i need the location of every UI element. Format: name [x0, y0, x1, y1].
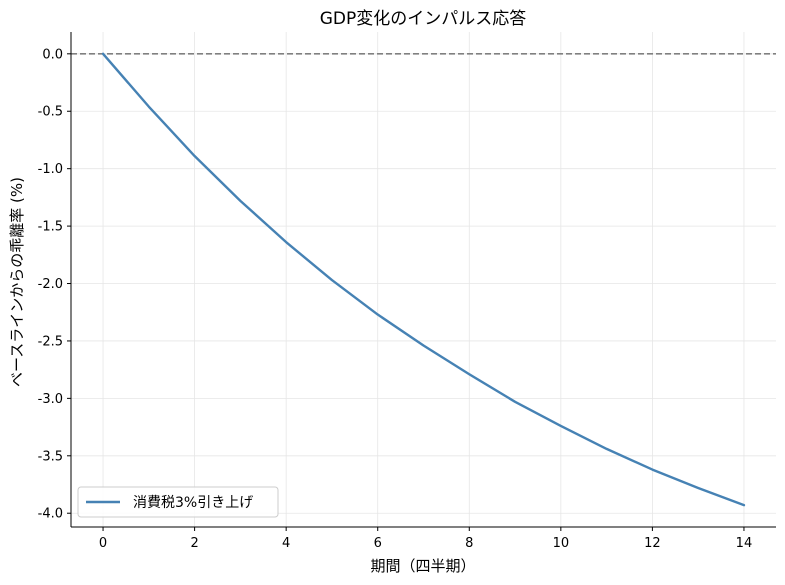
series-layer: [101, 52, 746, 507]
y-tick-label: -4.0: [38, 507, 63, 522]
grid: [71, 32, 776, 527]
x-tick-label: 8: [465, 536, 473, 551]
chart-title: GDP変化のインパルス応答: [320, 9, 527, 29]
legend-label: 消費税3%引き上げ: [133, 495, 253, 511]
x-tick-label: 4: [282, 536, 290, 551]
x-axis-title: 期間（四半期）: [370, 557, 475, 575]
x-tick-label: 2: [190, 536, 198, 551]
x-tick-label: 10: [553, 536, 570, 551]
y-tick-label: -3.5: [38, 449, 63, 464]
x-tick-label: 6: [374, 536, 382, 551]
legend: 消費税3%引き上げ: [77, 486, 279, 518]
y-axis-title: ベースラインからの乖離率 (%): [8, 177, 26, 387]
y-tick-label: -2.0: [38, 277, 63, 292]
ticks: 0 2 4 6 8 10 12 14 0.0 -0.5 -1.0 -1.5 -2.0 -2.5 -3.0 -3…: [38, 47, 753, 551]
x-tick-label: 14: [736, 536, 753, 551]
y-tick-label: -3.0: [38, 392, 63, 407]
y-tick-label: -2.5: [38, 334, 63, 349]
series-line: [101, 52, 746, 507]
y-tick-label: -0.5: [38, 105, 63, 120]
x-tick-label: 0: [99, 536, 107, 551]
y-tick-label: 0.0: [42, 47, 63, 62]
y-tick-label: -1.0: [38, 162, 63, 177]
legend-box: [77, 486, 279, 518]
axes: [70, 32, 776, 528]
x-tick-label: 12: [644, 536, 661, 551]
y-tick-label: -1.5: [38, 220, 63, 235]
